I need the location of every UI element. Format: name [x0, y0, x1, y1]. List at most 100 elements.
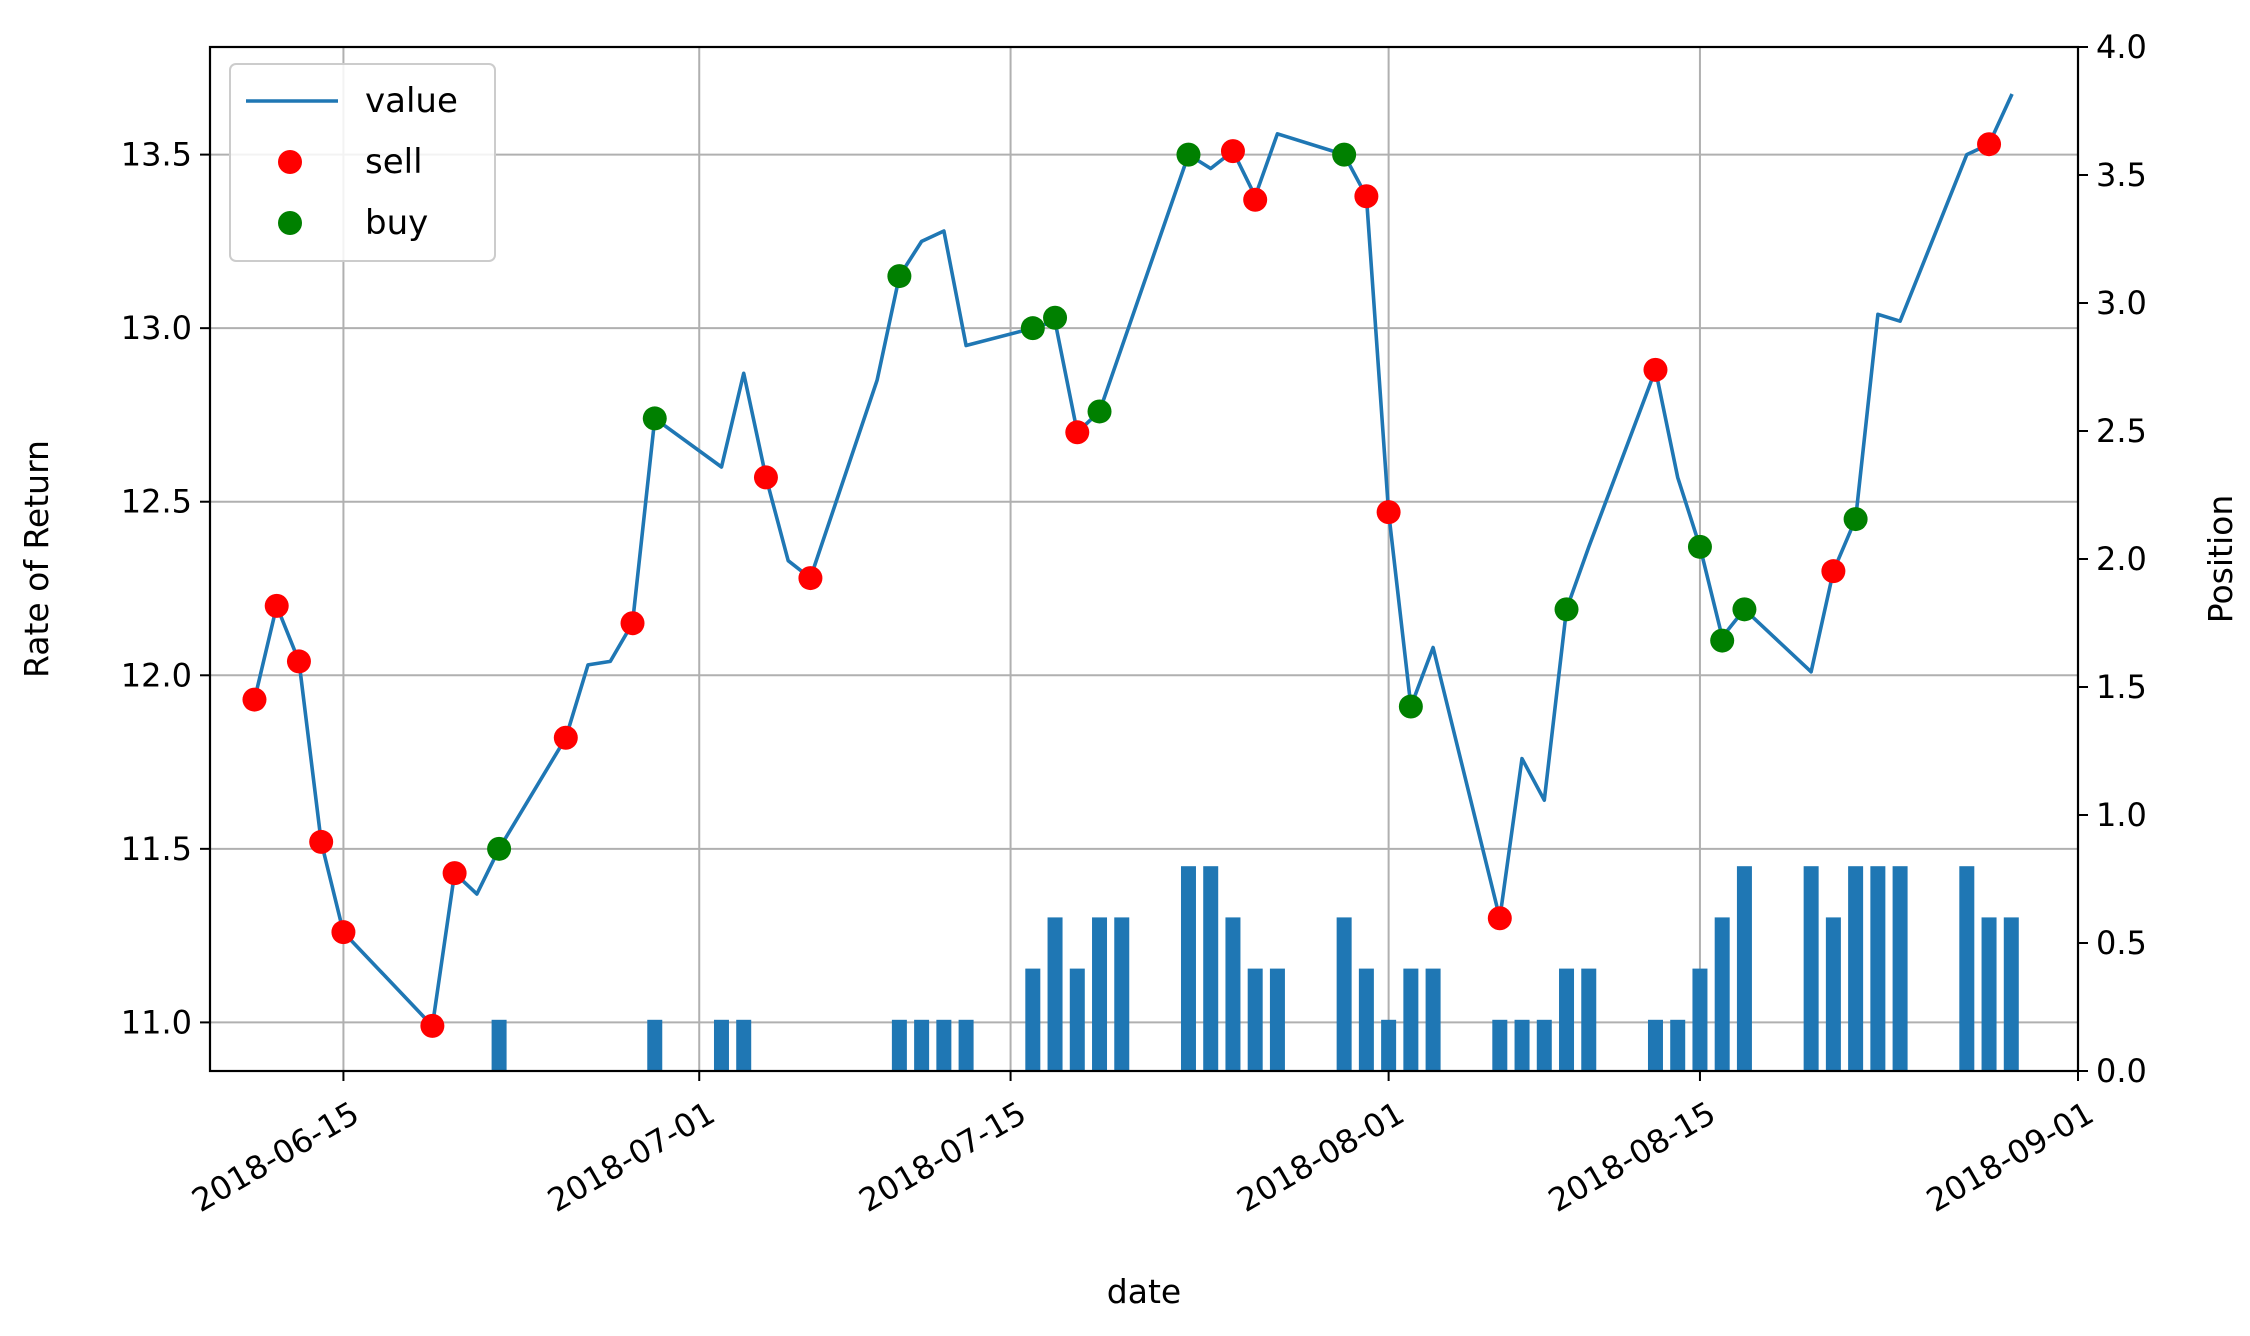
position-bar	[1381, 1019, 1397, 1071]
y-tick-label: 12.5	[121, 483, 192, 521]
position-bar	[491, 1019, 507, 1071]
legend-label: buy	[365, 203, 428, 243]
legend-dot-swatch	[278, 211, 302, 235]
position-bar	[891, 1019, 907, 1071]
position-bar	[1269, 968, 1285, 1071]
grid-lines	[210, 47, 2079, 1071]
position-bar	[647, 1019, 663, 1071]
value-line	[252, 93, 2014, 1028]
sell-point	[1220, 139, 1245, 164]
buy-point	[1176, 142, 1201, 167]
y2-tick-label: 1.0	[2096, 796, 2147, 834]
y-tick-label: 13.0	[121, 309, 192, 347]
buy-point	[1020, 316, 1045, 341]
sell-point	[442, 861, 467, 886]
value-line-layer	[252, 93, 2014, 1028]
y-tick-label: 12.0	[121, 656, 192, 694]
sell-point	[286, 649, 311, 674]
position-bar	[914, 1019, 930, 1071]
position-bar	[1069, 968, 1085, 1071]
position-bar	[1358, 968, 1374, 1071]
y2-tick-label: 0.5	[2096, 924, 2147, 962]
sell-point	[264, 593, 289, 618]
position-bar	[1114, 917, 1130, 1071]
position-bar	[1559, 968, 1575, 1071]
y2-tick-label: 3.5	[2096, 156, 2147, 194]
buy-point	[1710, 628, 1735, 653]
buy-point	[1398, 694, 1423, 719]
buy-point	[1687, 534, 1712, 559]
buy-point	[887, 264, 912, 289]
trade-markers	[242, 132, 2002, 1038]
y-tick-label: 11.0	[121, 1003, 192, 1041]
position-bar	[936, 1019, 952, 1071]
sell-point	[1376, 500, 1401, 525]
position-bar	[1892, 866, 1908, 1071]
buy-point	[642, 406, 667, 431]
position-bar	[1536, 1019, 1552, 1071]
position-bar	[1492, 1019, 1508, 1071]
position-bar	[1981, 917, 1997, 1071]
legend-label: sell	[365, 142, 423, 182]
sell-point	[242, 687, 267, 712]
buy-point	[487, 836, 512, 861]
sell-point	[331, 920, 356, 945]
position-bar	[1736, 866, 1752, 1071]
buy-point	[1732, 597, 1757, 622]
buy-point	[1332, 142, 1357, 167]
y2-tick-label: 3.0	[2096, 284, 2147, 322]
position-bar	[713, 1019, 729, 1071]
position-bar	[1959, 866, 1975, 1071]
position-bar	[1225, 917, 1241, 1071]
sell-point	[309, 829, 334, 854]
position-bar	[1647, 1019, 1663, 1071]
position-bar	[1425, 968, 1441, 1071]
position-bar	[1670, 1019, 1686, 1071]
y2-tick-label: 0.0	[2096, 1052, 2147, 1090]
position-bar	[1714, 917, 1730, 1071]
position-bar	[1803, 866, 1819, 1071]
buy-point	[1087, 399, 1112, 424]
position-bar	[736, 1019, 752, 1071]
y-tick-label: 11.5	[121, 830, 192, 868]
buy-point	[1043, 305, 1068, 330]
position-bar	[1581, 968, 1597, 1071]
position-bar	[1514, 1019, 1530, 1071]
sell-point	[1354, 184, 1379, 209]
sell-point	[1643, 357, 1668, 382]
position-bar	[1870, 866, 1886, 1071]
sell-point	[1487, 906, 1512, 931]
position-bar	[1247, 968, 1263, 1071]
position-bar	[1047, 917, 1063, 1071]
sell-point	[1821, 559, 1846, 584]
position-bar	[1092, 917, 1108, 1071]
y2-tick-label: 4.0	[2096, 28, 2147, 66]
position-bar	[1203, 866, 1219, 1071]
sell-point	[620, 611, 645, 636]
position-bar	[958, 1019, 974, 1071]
legend-dot-swatch	[278, 150, 302, 174]
position-bar	[1692, 968, 1708, 1071]
y2-tick-label: 1.5	[2096, 668, 2147, 706]
sell-point	[1977, 132, 2002, 157]
position-bar	[1825, 917, 1841, 1071]
y2-tick-label: 2.0	[2096, 540, 2147, 578]
position-bar	[1403, 968, 1419, 1071]
sell-point	[1243, 187, 1268, 212]
legend-box	[229, 63, 496, 262]
sell-point	[553, 725, 578, 750]
legend: value sell buy	[229, 63, 496, 262]
position-bar	[1848, 866, 1864, 1071]
sell-point	[1065, 420, 1090, 445]
position-bar	[1336, 917, 1352, 1071]
y-tick-label: 13.5	[121, 136, 192, 174]
legend-label: value	[365, 81, 458, 121]
sell-point	[420, 1013, 445, 1038]
position-bar	[2003, 917, 2019, 1071]
sell-point	[753, 465, 778, 490]
y2-axis-label: Position	[2201, 495, 2240, 624]
y-axis-label: Rate of Return	[17, 440, 56, 678]
position-bar	[1180, 866, 1196, 1071]
position-bars	[491, 866, 2019, 1071]
